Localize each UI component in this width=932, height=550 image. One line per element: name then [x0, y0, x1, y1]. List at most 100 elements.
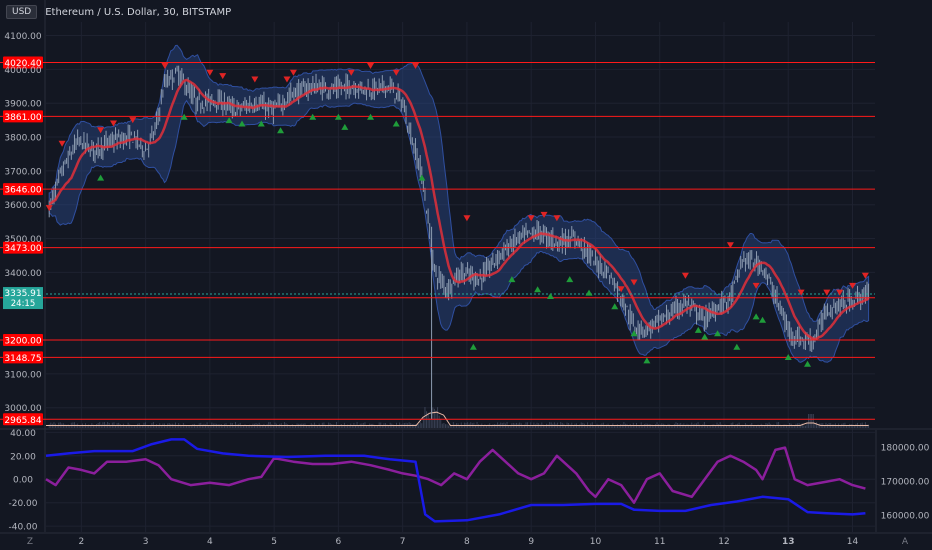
sell-marker — [752, 282, 760, 289]
buy-marker — [611, 303, 619, 310]
time-tick-label: 14 — [847, 537, 859, 547]
current-price-countdown: 24:15 — [11, 299, 36, 309]
buy-marker — [546, 293, 554, 300]
price-tick-label: 3100.00 — [4, 370, 41, 380]
buy-marker — [714, 330, 722, 337]
sell-marker — [392, 69, 400, 76]
sell-marker — [681, 272, 689, 279]
sell-marker — [129, 117, 137, 124]
sell-marker — [836, 289, 844, 296]
osc-right-tick-label: 160000.00 — [881, 512, 930, 522]
level-label: 2965.84 — [4, 416, 41, 426]
volume-average-line — [46, 411, 869, 426]
signal-markers — [45, 62, 869, 367]
buy-marker — [418, 174, 426, 181]
buy-marker — [566, 276, 574, 283]
buy-marker — [804, 360, 812, 367]
buy-marker — [694, 326, 702, 333]
price-axis: 3000.00 3100.00 3400.00 3500.00 3600.00 3700.… — [4, 32, 41, 414]
currency-badge[interactable]: USD — [6, 5, 38, 19]
buy-marker — [585, 289, 593, 296]
level-label: 3861.00 — [4, 113, 41, 123]
level-label-bg — [3, 183, 43, 196]
sell-marker — [861, 272, 869, 279]
sell-marker — [797, 289, 805, 296]
level-label-bg — [3, 351, 43, 364]
price-tick-label: 3400.00 — [4, 269, 41, 279]
price-tick-label: 3700.00 — [4, 167, 41, 177]
current-price-label: 3335.91 — [4, 289, 41, 299]
sell-marker — [45, 205, 53, 212]
buy-marker — [180, 113, 188, 120]
osc-tick-label: 40.00 — [10, 429, 36, 439]
price-tick-label: 3900.00 — [4, 100, 41, 110]
sell-marker — [109, 120, 117, 127]
osc-tick-label: 20.00 — [10, 452, 36, 462]
osc-tick-label: -20.00 — [8, 499, 37, 509]
level-label-bg — [3, 56, 43, 69]
sell-marker — [630, 279, 638, 286]
sell-marker — [251, 76, 259, 83]
oscillator-blue-line — [45, 438, 866, 523]
time-tick-label: 2 — [78, 537, 84, 547]
price-tick-label: 3000.00 — [4, 404, 41, 414]
time-tick-label: 8 — [464, 537, 470, 547]
buy-marker — [97, 174, 105, 181]
osc-tick-label: -40.00 — [8, 523, 37, 533]
sell-marker — [161, 62, 169, 69]
volume-histogram — [46, 407, 870, 428]
bollinger-band — [48, 44, 870, 363]
time-axis: 2 3 4 5 6 7 8 9 10 11 12 13 14 Z A — [27, 537, 909, 547]
time-tick-label: 7 — [400, 537, 406, 547]
level-label-bg — [3, 110, 43, 123]
level-label-bg — [3, 334, 43, 347]
sell-marker — [347, 69, 355, 76]
level-label: 4020.40 — [4, 59, 41, 69]
osc-tick-label: 0.00 — [13, 476, 33, 486]
sell-marker — [367, 62, 375, 69]
sell-marker — [206, 69, 214, 76]
time-tick-label: 11 — [654, 537, 665, 547]
level-label-bg — [3, 241, 43, 254]
moving-average — [48, 78, 870, 341]
band-area — [48, 44, 870, 363]
zoom-reset-icon[interactable]: Z — [27, 537, 33, 547]
support-resistance-levels: 4020.403861.003646.003473.003324.903200.… — [0, 56, 875, 426]
buy-marker — [752, 313, 760, 320]
sell-marker — [617, 286, 625, 293]
oscillator-pane: 40.00 20.00 0.00 -20.00 -40.00 180000.00 17000… — [8, 429, 929, 533]
time-tick-label: 6 — [336, 537, 342, 547]
price-tick-label: 4000.00 — [4, 66, 41, 76]
sell-marker — [412, 62, 420, 69]
symbol-title: Ethereum / U.S. Dollar, 30, BITSTAMP — [45, 6, 232, 18]
current-price-bg — [3, 287, 43, 310]
auto-scale-icon[interactable]: A — [902, 537, 909, 547]
buy-marker — [759, 316, 767, 323]
sell-marker — [97, 127, 105, 134]
osc-right-tick-label: 170000.00 — [881, 478, 930, 488]
buy-marker — [367, 113, 375, 120]
sell-marker — [849, 282, 857, 289]
buy-marker — [630, 330, 638, 337]
buy-marker — [334, 113, 342, 120]
buy-marker — [784, 353, 792, 360]
price-tick-label: 4100.00 — [4, 32, 41, 42]
oscillator-purple-line — [45, 446, 866, 504]
level-label: 3473.00 — [4, 244, 41, 254]
level-label: 3646.00 — [4, 186, 41, 196]
sell-marker — [58, 140, 66, 147]
sell-marker — [283, 76, 291, 83]
ma-line — [48, 78, 870, 341]
sell-marker — [527, 215, 535, 222]
osc-right-tick-label: 180000.00 — [881, 444, 930, 454]
buy-marker — [309, 113, 317, 120]
sell-marker — [463, 215, 471, 222]
buy-marker — [508, 276, 516, 283]
level-label-bg — [3, 413, 43, 426]
time-tick-label: 10 — [590, 537, 602, 547]
level-label: 3148.75 — [4, 354, 41, 364]
level-label: 3200.00 — [4, 337, 41, 347]
buy-marker — [643, 357, 651, 364]
time-tick-label: 3 — [143, 537, 149, 547]
